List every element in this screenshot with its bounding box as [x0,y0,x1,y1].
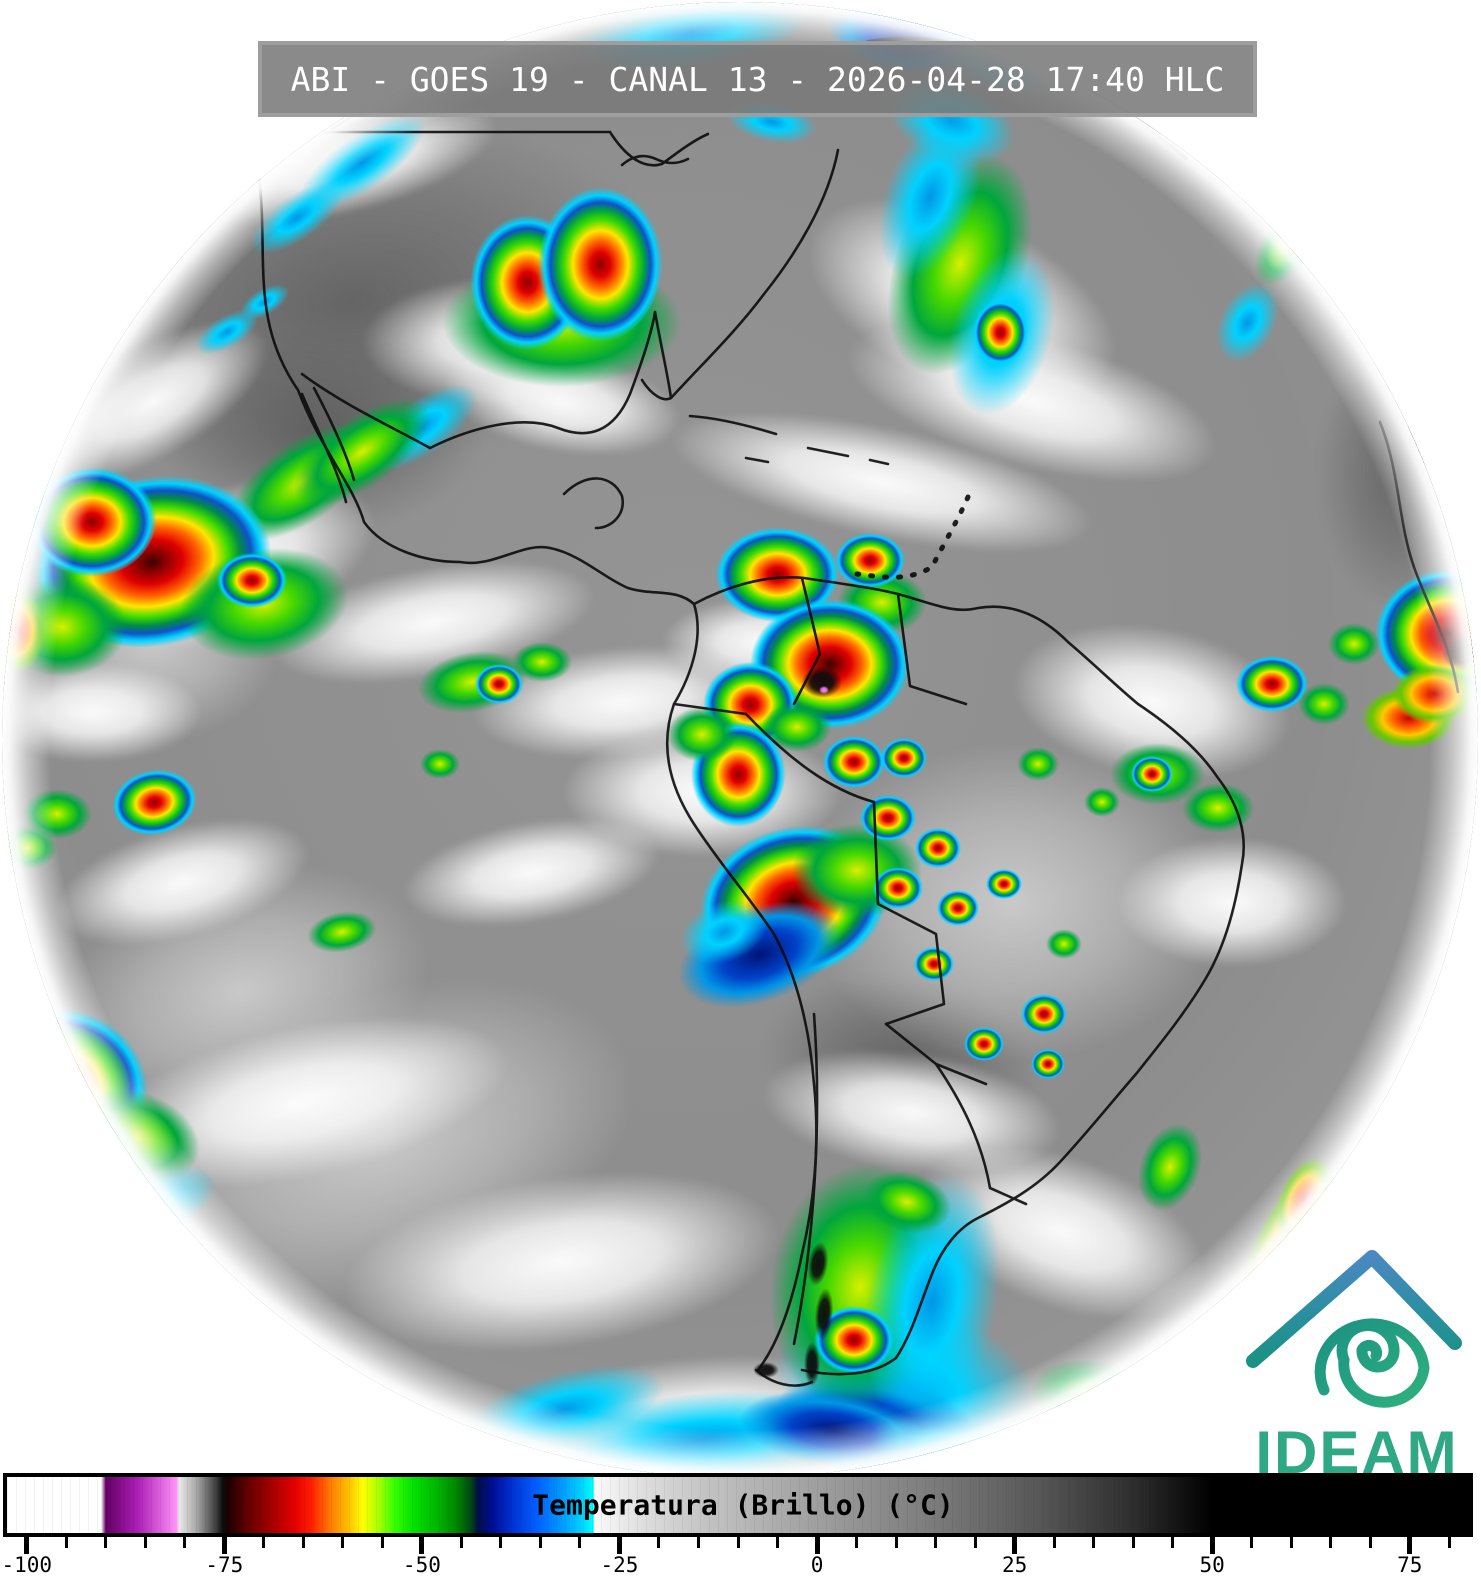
colorbar-tick [578,1537,582,1548]
colorbar-tick [1052,1537,1056,1548]
colorbar-tick [776,1537,779,1548]
logo-spiral-stroke [1314,1318,1430,1408]
border-uruguay [934,1062,1028,1206]
colorbar-tick [1329,1537,1333,1548]
ideam-logo-mark [1246,1250,1462,1408]
colorbar-tick [1092,1537,1096,1548]
coastline-yucatan [562,477,624,530]
colorbar-tick [419,1537,425,1554]
border-colombia-venezuela [792,576,822,706]
colorbar-tick-label: 50 [1199,1553,1225,1577]
colorbar-tick [1368,1537,1372,1548]
border-chile-argentina [792,1012,819,1346]
colorbar-tick-label: -50 [402,1553,441,1577]
colorbar-tick [1407,1537,1413,1554]
colorbar-tick [459,1537,463,1548]
temperature-colorbar: Temperatura (Brillo) (°C) -100 -75 -50 -25 0… [1,1473,1473,1577]
colorbar-tick [143,1537,147,1548]
colorbar-tick [934,1537,938,1548]
title-bar: ABI - GOES 19 - CANAL 13 - 2026-04-28 17… [258,41,1257,117]
colorbar-tick-label: -25 [600,1553,639,1577]
colorbar-tick [538,1537,542,1548]
coastline-gulf-florida [428,310,673,450]
colorbar-tick-label: 0 [810,1553,824,1577]
colorbar-tick [183,1537,187,1548]
colorbar-tick [499,1537,503,1548]
border-peru-brazil [744,712,876,804]
colorbar-tick-label: -100 [1,1553,53,1577]
colorbar-tick [814,1537,820,1554]
colorbar-tick [262,1537,266,1548]
coastline-caribbean-islands [688,414,890,466]
coastline-south-america-west [665,602,818,1372]
colorbar-axis: -100 -75 -50 -25 0 25 50 75 [1,1537,1473,1577]
colorbar-tick [657,1537,661,1548]
colorbar-tick-label: 75 [1397,1553,1423,1577]
border-ecuador [672,702,748,716]
colorbar-tick [1171,1537,1175,1548]
colorbar-label: Temperatura (Brillo) (°C) [532,1488,954,1522]
colorbar-tick [855,1537,859,1548]
logo-roof-stroke [1246,1250,1462,1368]
colorbar-tick [696,1537,700,1548]
colorbar-tick [736,1537,740,1548]
colorbar-tick [1012,1537,1018,1554]
coastline-lesser-antilles [854,494,971,580]
colorbar-tick [616,1537,622,1554]
colorbar-tick [341,1537,345,1548]
border-paraguay [884,1022,988,1086]
border-us-canada-great-lakes [322,130,710,167]
colorbar-tick [1209,1537,1215,1554]
colorbar-gradient: Temperatura (Brillo) (°C) [3,1473,1473,1537]
coastline-us-east [669,148,840,400]
title-text: ABI - GOES 19 - CANAL 13 - 2026-04-28 17… [290,59,1225,99]
colorbar-tick [1289,1537,1293,1548]
colorbar-tick [221,1537,227,1554]
coastline-south-america-east [692,576,1246,1376]
border-bolivia [872,800,946,1026]
colorbar-tick [24,1537,30,1554]
colorbar-tick [894,1537,898,1548]
colorbar-tick [380,1537,384,1548]
colorbar-tick [64,1537,68,1548]
coastline-north-america-west [256,168,696,606]
colorbar-tick [1250,1537,1254,1548]
colorbar-tick [104,1537,108,1548]
colorbar-tick-label: -75 [205,1553,244,1577]
colorbar-tick [301,1537,305,1548]
colorbar-tick [1447,1537,1451,1548]
coastline-africa-west [1378,420,1460,694]
colorbar-tick-label: 25 [1001,1553,1028,1577]
coastline-tierra-del-fuego [754,1368,814,1387]
colorbar-tick [1131,1537,1135,1548]
ideam-logo: IDEAM [1232,1240,1481,1485]
colorbar-tick [973,1537,977,1548]
